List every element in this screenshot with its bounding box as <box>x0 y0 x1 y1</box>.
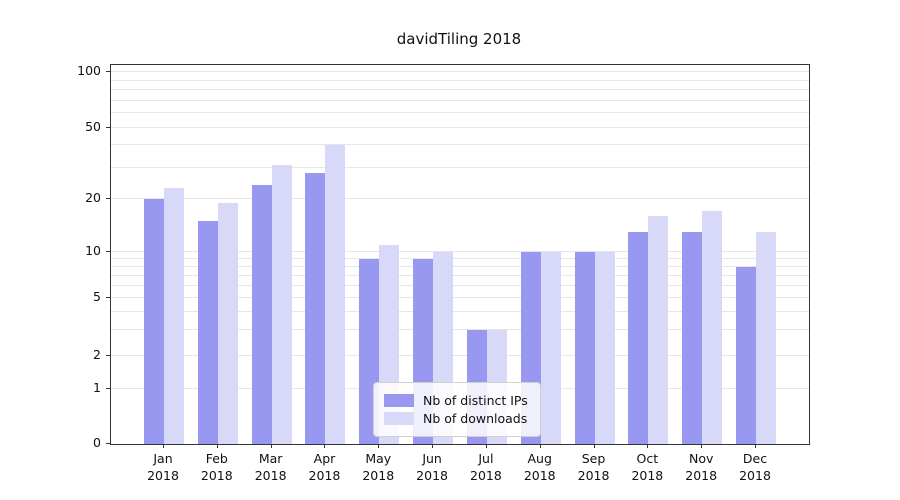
y-axis-tick-label: 1 <box>93 380 101 395</box>
x-axis-tick-label: Mar 2018 <box>254 451 287 483</box>
gridline <box>111 274 809 276</box>
x-axis-tick-label: Aug 2018 <box>523 451 556 483</box>
gridline <box>111 355 809 356</box>
x-axis-tick-label: Feb 2018 <box>200 451 233 483</box>
bar-downloads-dec <box>756 231 776 444</box>
chart-title: davidTiling 2018 <box>396 30 522 48</box>
x-axis-tick-mark <box>485 444 487 448</box>
y-axis-tick-mark <box>106 71 110 72</box>
x-axis-tick-mark <box>539 444 541 448</box>
y-axis-tick-label: 50 <box>85 119 101 134</box>
x-axis-tick-mark <box>163 444 164 448</box>
y-axis-tick-label: 10 <box>85 243 101 258</box>
x-axis-tick-mark <box>755 444 756 448</box>
x-axis-tick-label: Jun 2018 <box>416 451 448 483</box>
bar-downloads-oct <box>648 216 669 444</box>
bar-distinct-ips-dec <box>736 266 756 444</box>
gridline <box>111 127 809 128</box>
gridline <box>111 144 809 146</box>
x-axis-tick-mark <box>432 444 434 448</box>
y-axis-tick-label: 2 <box>93 347 101 362</box>
x-axis-tick-label: Apr 2018 <box>308 451 341 483</box>
gridline <box>111 79 809 81</box>
legend-swatch-distinct-ips <box>384 394 414 407</box>
y-axis-tick-label: 0 <box>93 435 101 450</box>
x-axis-tick-mark <box>593 444 595 448</box>
x-axis-tick-mark <box>270 444 272 448</box>
bar-distinct-ips-oct <box>628 231 649 444</box>
legend-entry: Nb of distinct IPs <box>384 393 528 408</box>
gridline <box>111 265 809 267</box>
gridline <box>111 112 809 114</box>
gridline <box>111 251 809 252</box>
legend: Nb of distinct IPs Nb of downloads <box>373 382 541 437</box>
gridline <box>111 89 809 91</box>
bar-distinct-ips-sep <box>574 252 595 444</box>
bar-downloads-aug <box>540 252 561 444</box>
bar-downloads-apr <box>325 145 346 444</box>
y-axis-tick-mark <box>106 198 110 199</box>
x-axis-tick-label: Oct 2018 <box>631 451 664 483</box>
x-axis-tick-label: Jan 2018 <box>147 451 179 483</box>
gridline <box>111 284 809 286</box>
x-axis-tick-label: Jul 2018 <box>470 451 502 483</box>
bar-downloads-jan <box>164 188 184 444</box>
y-axis-tick-mark <box>106 443 110 444</box>
x-axis-tick-mark <box>324 444 326 448</box>
y-axis-tick-mark <box>106 127 110 128</box>
x-axis-tick-mark <box>378 444 380 448</box>
legend-label: Nb of downloads <box>423 411 528 426</box>
bar-distinct-ips-apr <box>305 172 326 444</box>
x-axis-tick-label: Nov 2018 <box>685 451 718 483</box>
y-axis-tick-mark <box>106 297 110 298</box>
bar-distinct-ips-feb <box>197 221 218 444</box>
legend-swatch-downloads <box>384 412 414 425</box>
x-axis-tick-mark <box>701 444 703 448</box>
gridline <box>111 198 809 199</box>
gridline <box>111 99 809 101</box>
y-axis-tick-label: 100 <box>77 63 101 78</box>
y-axis-tick-mark <box>106 251 110 252</box>
x-axis-tick-label: Sep 2018 <box>577 451 610 483</box>
bar-downloads-nov <box>702 211 723 444</box>
x-axis-tick-mark <box>216 444 218 448</box>
y-axis-tick-mark <box>106 355 110 356</box>
x-axis-tick-label: May 2018 <box>362 451 395 483</box>
x-axis-tick-mark <box>647 444 649 448</box>
bar-downloads-feb <box>217 202 238 444</box>
plot-area: Nb of distinct IPs Nb of downloads <box>110 64 810 445</box>
bar-distinct-ips-nov <box>682 231 703 444</box>
gridline <box>111 297 809 298</box>
legend-entry: Nb of downloads <box>384 411 528 426</box>
legend-label: Nb of distinct IPs <box>423 393 528 408</box>
bar-distinct-ips-mar <box>251 184 272 444</box>
bar-downloads-mar <box>271 165 292 444</box>
bar-downloads-sep <box>594 252 615 444</box>
gridline <box>111 258 809 259</box>
gridline <box>111 311 809 313</box>
bar-distinct-ips-jan <box>144 199 164 444</box>
y-axis-tick-mark <box>106 388 110 389</box>
gridline <box>111 166 809 168</box>
y-axis-tick-label: 5 <box>93 289 101 304</box>
y-axis-tick-label: 20 <box>85 190 101 205</box>
gridline <box>111 329 809 331</box>
x-axis-tick-label: Dec 2018 <box>739 451 771 483</box>
gridline <box>111 71 809 72</box>
